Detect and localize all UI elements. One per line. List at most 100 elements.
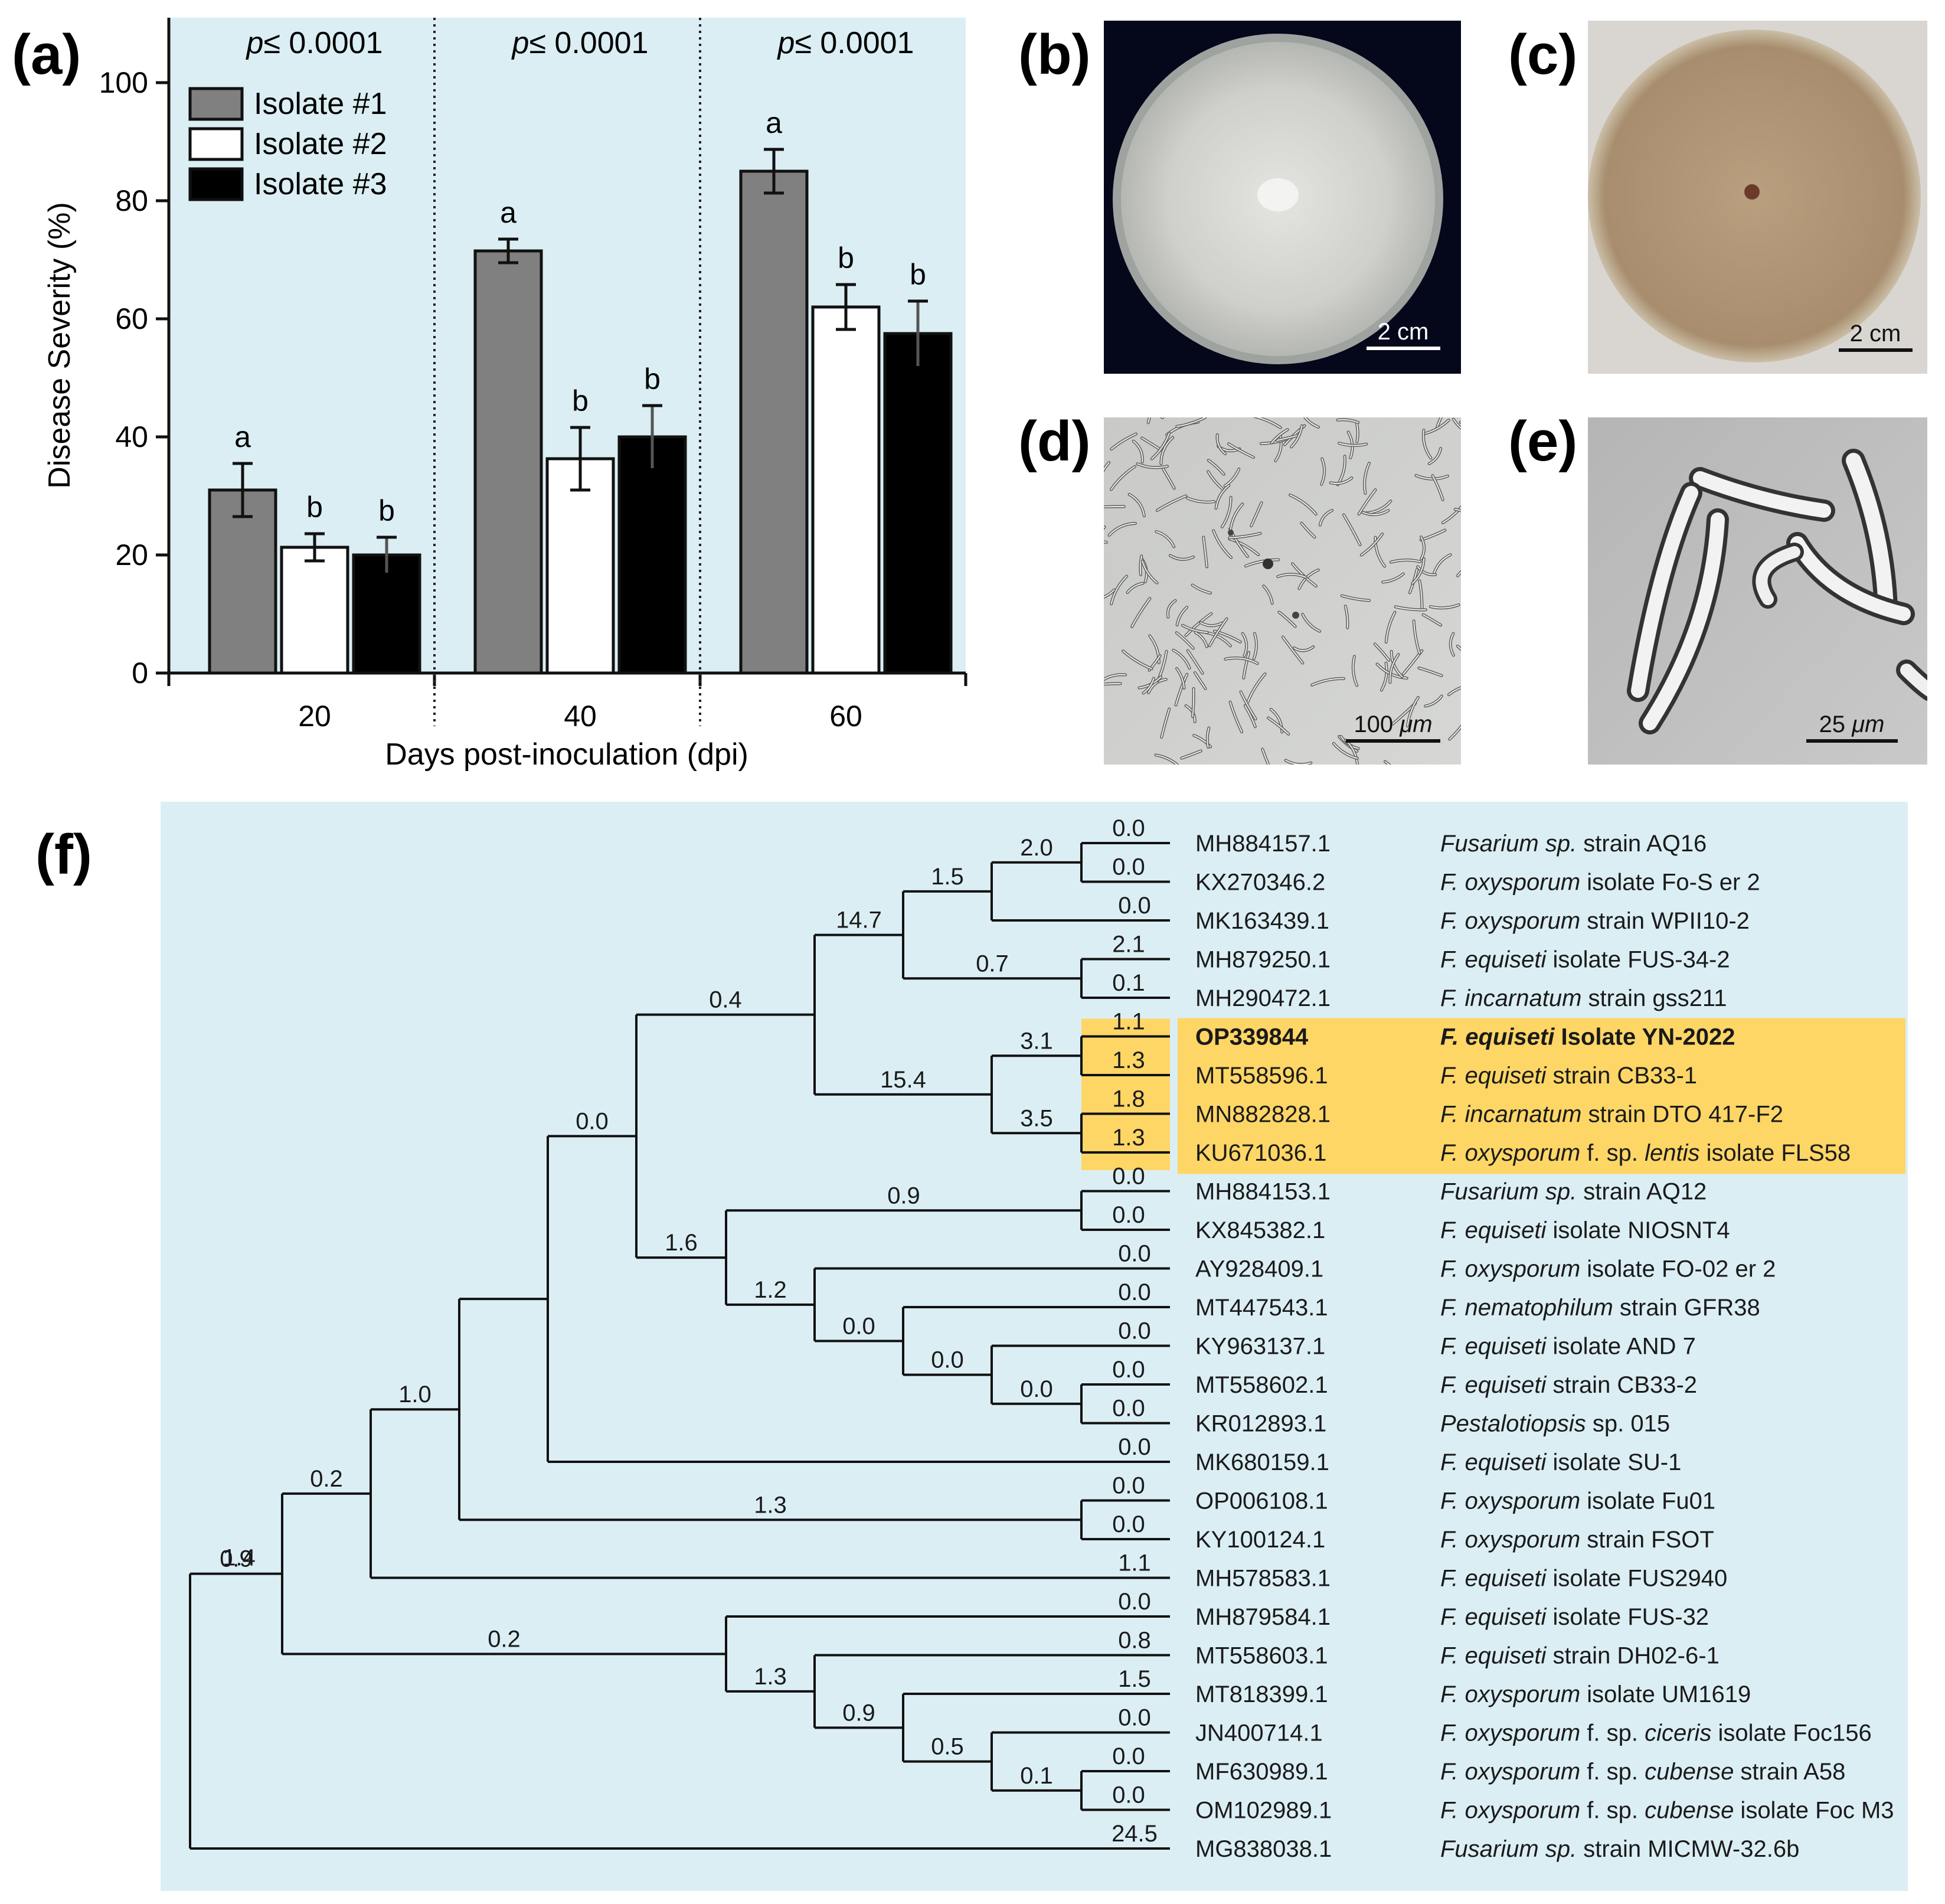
taxon-rest: strain CB33-1 [1546,1063,1697,1089]
photo-mycelium-top: 2 cm [1104,21,1461,374]
conidium-highlight [1276,435,1297,441]
macroconidium [1786,532,1915,625]
conidium-highlight [1228,538,1259,556]
bar [208,488,277,675]
conidium-highlight [1320,458,1325,485]
branch-length-label: 0.2 [488,1626,521,1652]
conidium-highlight [1341,595,1370,602]
taxon-rest: f. sp. [1580,1720,1645,1746]
taxon-species: oxysporum [1465,870,1581,896]
conidium-highlight [1229,701,1243,733]
conidium-highlight [1364,462,1370,494]
accession-label: KU671036.1 [1195,1140,1326,1166]
branch-length-label: 1.3 [754,1492,787,1518]
taxon-label: F. oxysporum isolate Fu01 [1440,1488,1715,1514]
conidium-highlight [1176,668,1185,689]
taxon-rest: isolate FUS-34-2 [1546,947,1730,973]
panel-label-a: (a) [12,23,81,86]
panel-label-e: (e) [1508,410,1577,473]
y-tick-label: 0 [132,657,148,690]
colony-center [1257,178,1299,211]
conidium-highlight [1209,618,1228,646]
conidium-highlight [1420,536,1425,560]
macroconidia [1627,449,1927,734]
bar [883,332,953,675]
accession-label: MT558596.1 [1195,1063,1328,1089]
taxon-label: Fusarium sp. strain AQ16 [1440,831,1707,857]
bar [280,546,349,675]
significance-letter: b [572,384,589,417]
taxon-rest2: strain A58 [1734,1759,1845,1785]
conidium-highlight [1267,717,1289,735]
y-axis-title: Disease Severity (%) [43,202,77,488]
taxon-species: equiseti [1465,1604,1547,1630]
conidium-highlight [1136,463,1168,468]
taxon-label: F. incarnatum strain DTO 417-F2 [1440,1102,1783,1128]
conidium-highlight [1104,674,1126,680]
conidium-highlight [1256,417,1282,429]
conidium-highlight [1457,571,1461,577]
scale-label: 2 cm [1850,321,1901,347]
taxon-label: Pestalotiopsis sp. 015 [1440,1411,1670,1437]
taxon-genus: F. [1440,1449,1458,1475]
accession-label: MT818399.1 [1195,1681,1328,1707]
conidium-highlight [1169,554,1194,560]
conidium-highlight [1217,434,1226,455]
branch-length-label: 0.2 [310,1466,343,1492]
conidium-highlight [1160,437,1173,465]
taxon-species: oxysporum [1465,1527,1581,1553]
taxon-forma: lentis [1645,1140,1699,1166]
conidium-highlight [1149,635,1160,664]
branch-length-label: 0.0 [1118,1241,1151,1267]
macroconidium [1627,482,1702,702]
photo-conidia-low-mag: 100 μm [1104,417,1461,765]
legend-swatch [188,167,244,201]
conidium-highlight [1385,612,1396,643]
taxon-label: F. oxysporum isolate Fo-S er 2 [1440,870,1760,896]
branch-length-label: 1.5 [1118,1666,1151,1692]
branch-length-label: 1.3 [1112,1125,1145,1151]
taxon-rest: isolate FUS-32 [1546,1604,1709,1630]
conidium-highlight [1433,554,1452,574]
branch-length-label: 0.0 [1112,1357,1145,1383]
taxon-genus: Fusarium [1440,1836,1539,1862]
conidium-highlight [1156,495,1187,511]
conidium-highlight [1424,695,1443,707]
conidium-highlight [1274,435,1282,462]
conidium-highlight [1271,429,1289,444]
taxon-rest: strain MICMW-32.6b [1577,1836,1799,1862]
conidium-highlight [1242,632,1247,657]
taxon-species: oxysporum [1465,1798,1581,1824]
branch-length-label: 0.5 [931,1734,964,1760]
taxon-rest: strain CB33-2 [1546,1372,1697,1398]
taxon-rest: isolate NIOSNT4 [1546,1217,1730,1243]
conidium-highlight [1148,417,1150,423]
branch-length-label: 3.5 [1020,1105,1053,1131]
conidium-highlight [1224,468,1240,486]
conidium-highlight [1110,433,1137,450]
taxon-label: Fusarium sp. strain AQ12 [1440,1179,1707,1205]
conidium-highlight [1390,559,1421,563]
taxon-genus: F. [1440,1720,1458,1746]
taxon-genus: Pestalotiopsis [1440,1411,1586,1437]
conidium-highlight [1104,682,1122,685]
taxon-label: F. equiseti strain CB33-2 [1440,1372,1697,1398]
macroconidium [1689,467,1835,522]
branch-length-label: 0.0 [1118,893,1151,919]
conidium-highlight [1194,672,1207,690]
conidium-highlight [1167,600,1176,618]
taxon-species: equiseti [1465,1449,1547,1475]
conidium-highlight [1293,646,1314,652]
conidium-highlight [1148,678,1167,694]
conidium-highlight [1142,678,1155,694]
accession-label: MH884153.1 [1195,1179,1331,1205]
taxon-species: oxysporum [1465,1140,1581,1166]
taxon-rest: strain FSOT [1580,1527,1714,1553]
conidium-highlight [1176,606,1188,626]
taxon-label: F. incarnatum strain gss211 [1440,985,1727,1011]
taxon-forma: cubense [1645,1759,1734,1785]
branch-length-label: 1.1 [1112,1009,1145,1035]
bar [352,553,421,675]
conidium-highlight [1389,654,1400,683]
significance-letter: b [306,491,323,524]
